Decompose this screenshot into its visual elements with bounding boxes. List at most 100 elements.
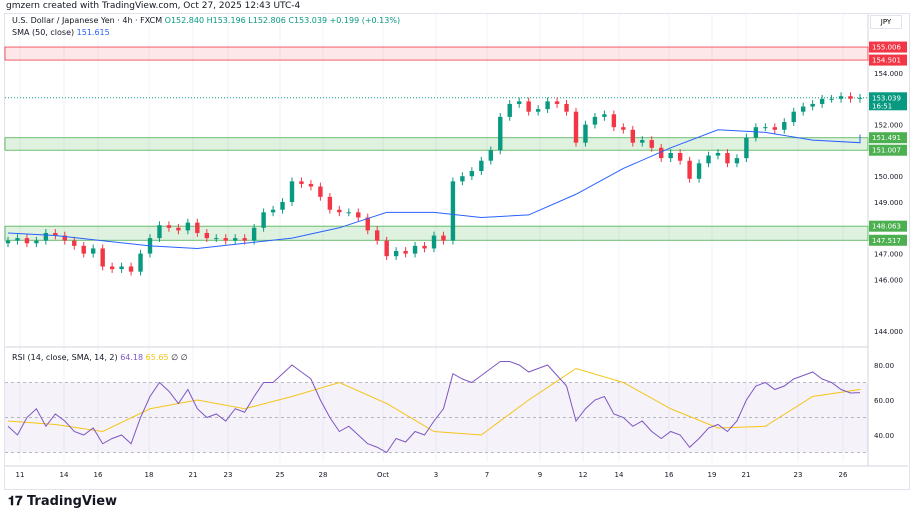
change: +0.199 (+0.13%) xyxy=(329,16,401,25)
candle-body xyxy=(715,152,721,156)
time-label: 23 xyxy=(794,471,803,479)
candle-body xyxy=(72,240,77,246)
candle-body xyxy=(412,245,418,254)
price-tick: 152.000 xyxy=(874,122,903,130)
candle-body xyxy=(176,227,181,231)
candle-body xyxy=(91,248,96,254)
candle-body xyxy=(706,155,711,164)
tradingview-logo: 𝟏𝟕 TradingView xyxy=(8,494,118,509)
price-tick: 146.000 xyxy=(874,276,903,284)
candle-body xyxy=(242,238,247,241)
candle-body xyxy=(375,230,380,241)
time-label: 9 xyxy=(538,471,542,479)
candle-body xyxy=(668,152,673,159)
sma-line xyxy=(7,129,861,249)
time-label: Oct xyxy=(377,471,389,479)
candle-body xyxy=(507,103,512,117)
candle-body xyxy=(583,124,588,143)
time-label: 21 xyxy=(742,471,751,479)
price-level-label: 153.039 xyxy=(872,94,901,102)
candle-body xyxy=(545,101,550,110)
candle-body xyxy=(592,116,598,125)
candle-body xyxy=(270,209,276,213)
candle-body xyxy=(744,137,749,159)
candle-body xyxy=(34,240,39,244)
candle-body xyxy=(223,238,228,241)
candle-body xyxy=(630,129,635,143)
candle-body xyxy=(166,225,172,228)
time-label: 16 xyxy=(94,471,103,479)
candle-body xyxy=(157,225,162,239)
candle-body xyxy=(100,248,105,267)
time-label: 18 xyxy=(145,471,154,479)
candle-body xyxy=(848,96,853,99)
time-label: 23 xyxy=(224,471,233,479)
candle-body xyxy=(403,251,408,254)
candle-body xyxy=(763,127,768,129)
candle-body xyxy=(214,238,219,240)
time-label: 7 xyxy=(485,471,489,479)
price-level-label: 151.491 xyxy=(872,134,901,142)
price-tick: 149.000 xyxy=(874,199,903,207)
price-tick: 147.000 xyxy=(874,251,903,259)
rsi-sma-line xyxy=(7,367,861,436)
rsi-value: 64.18 xyxy=(120,353,144,362)
candle-body xyxy=(128,266,134,272)
candle-body xyxy=(15,238,20,241)
price-level-tag xyxy=(869,132,907,144)
candle-body xyxy=(109,266,115,270)
candle-body xyxy=(337,209,342,213)
candle-body xyxy=(138,253,143,272)
candle-body xyxy=(535,109,541,112)
currency-label[interactable]: JPY xyxy=(870,15,902,29)
rsi-label: RSI (14, close, SMA, 14, 2) xyxy=(12,353,118,362)
candle-body xyxy=(261,212,266,228)
open: O152.840 xyxy=(164,16,205,25)
candle-body xyxy=(289,181,295,202)
candle-body xyxy=(687,160,692,179)
price-level-tag xyxy=(869,144,907,156)
price-level-tag xyxy=(869,220,907,232)
close: C153.039 xyxy=(288,16,328,25)
price-level-tag xyxy=(869,92,907,111)
candle-body xyxy=(119,266,124,270)
sma-label: SMA (50, close) xyxy=(12,28,75,37)
rsi-tick: 60.00 xyxy=(874,397,894,405)
candle-body xyxy=(24,238,30,244)
price-level-tag xyxy=(869,54,907,66)
candle-body xyxy=(526,101,531,112)
candle-body xyxy=(725,152,730,164)
rsi-tick: 80.00 xyxy=(874,362,894,370)
low: L152.806 xyxy=(248,16,286,25)
candle-body xyxy=(204,232,209,239)
candle-body xyxy=(801,106,806,112)
rsi-line xyxy=(7,361,861,454)
candle-body xyxy=(195,222,200,233)
candle-body xyxy=(838,96,844,99)
price-tick: 144.000 xyxy=(874,328,903,336)
credit-line: gmzern created with TradingView.com, Oct… xyxy=(6,1,301,11)
candle-body xyxy=(573,111,579,143)
candle-body xyxy=(299,181,304,184)
high: H153.196 xyxy=(206,16,246,25)
candle-body xyxy=(53,232,58,236)
price-tick: 154.000 xyxy=(874,70,903,78)
logo-icon: 𝟏𝟕 xyxy=(8,494,27,509)
countdown-label: 16:51 xyxy=(872,102,892,110)
support-zone-upper xyxy=(4,137,869,151)
candle-body xyxy=(488,150,493,161)
candle-body xyxy=(498,116,503,151)
time-label: 12 xyxy=(579,471,588,479)
candle-body xyxy=(81,245,86,254)
sma-value: 151.615 xyxy=(76,28,110,37)
candle-body xyxy=(753,127,759,138)
candle-body xyxy=(479,160,484,172)
candle-body xyxy=(422,245,427,249)
candle-body xyxy=(554,101,560,104)
candle-body xyxy=(469,171,475,177)
time-label: 11 xyxy=(16,471,25,479)
candle-body xyxy=(62,235,67,241)
candle-body xyxy=(280,202,285,210)
candle-body xyxy=(621,127,626,130)
